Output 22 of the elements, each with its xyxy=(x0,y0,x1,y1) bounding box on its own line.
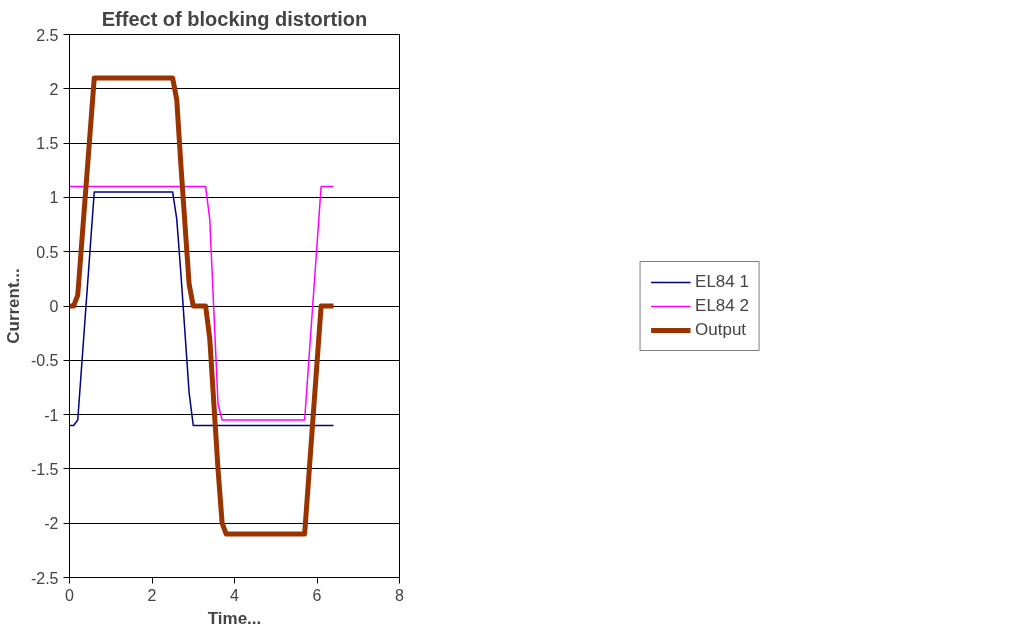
y-tick-label: -0.5 xyxy=(30,352,59,370)
x-axis-title: Time... xyxy=(207,608,262,628)
legend-label: EL84 2 xyxy=(695,295,749,316)
x-tick-label: 8 xyxy=(395,586,405,604)
y-tick-label: 2.5 xyxy=(36,26,59,44)
y-tick-label: 1.5 xyxy=(36,135,59,153)
chart-title: Effect of blocking distortion xyxy=(101,7,368,30)
y-tick-label: 1 xyxy=(49,189,59,207)
y-tick-label: -2 xyxy=(44,515,59,533)
x-tick-label: 6 xyxy=(312,586,322,604)
legend-label: EL84 1 xyxy=(695,271,749,292)
y-axis-title: Current... xyxy=(3,268,23,344)
y-tick-label: 0 xyxy=(49,298,59,315)
y-tick-label: 0.5 xyxy=(36,243,59,261)
x-tick-label: 2 xyxy=(147,586,157,604)
x-tick-label: 0 xyxy=(65,586,75,604)
x-tick-label: 4 xyxy=(230,586,240,604)
y-tick-label: 2 xyxy=(49,80,59,98)
y-tick-label: -2.5 xyxy=(30,569,59,587)
legend-label: Output xyxy=(695,319,747,340)
y-tick-label: -1.5 xyxy=(30,460,59,478)
y-tick-label: -1 xyxy=(44,406,59,424)
